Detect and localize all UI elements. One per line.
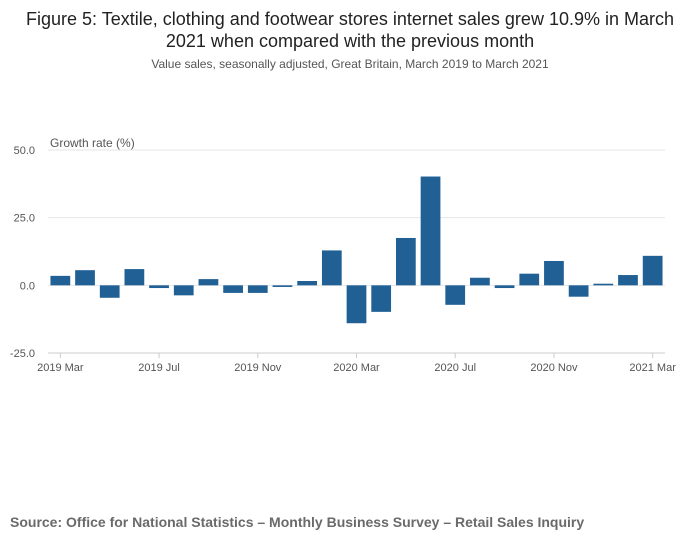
y-axis-ticks: 50.0 25.0 0.0 -25.0 xyxy=(10,145,35,360)
x-tick-label: 2019 Jul xyxy=(138,362,180,374)
bar xyxy=(618,275,638,286)
bars xyxy=(50,176,663,324)
bar xyxy=(297,281,318,286)
y-axis-label: Growth rate (%) xyxy=(50,136,135,150)
bar xyxy=(519,273,540,286)
bar xyxy=(75,270,95,286)
x-tick-label: 2021 Mar xyxy=(629,362,676,374)
bar xyxy=(198,279,219,286)
source-note: Source: Office for National Statistics –… xyxy=(10,514,585,530)
bar xyxy=(544,260,564,286)
bar xyxy=(642,255,663,286)
y-tick-label: 0.0 xyxy=(20,280,35,292)
x-axis: 2019 Mar 2019 Jul 2019 Nov 2020 Mar 2020 Jul… xyxy=(37,352,676,374)
y-tick-label: 25.0 xyxy=(14,213,35,225)
bar xyxy=(445,285,466,305)
x-tick-label: 2020 Mar xyxy=(333,362,380,374)
bar xyxy=(321,250,342,286)
bar xyxy=(593,283,614,286)
bar xyxy=(173,285,194,296)
bar xyxy=(99,285,120,298)
chart-title: Figure 5: Textile, clothing and footwear… xyxy=(26,9,674,51)
bar xyxy=(247,285,268,293)
bar xyxy=(124,269,145,286)
x-tick-label: 2020 Jul xyxy=(434,362,476,374)
bar xyxy=(50,275,71,286)
bar xyxy=(420,176,441,286)
bar xyxy=(470,277,490,286)
y-tick-label: 50.0 xyxy=(14,145,35,157)
bar xyxy=(395,237,416,286)
x-tick-label: 2019 Mar xyxy=(37,362,84,374)
bar xyxy=(149,285,169,289)
gridlines xyxy=(48,149,665,286)
chart-subtitle: Value sales, seasonally adjusted, Great … xyxy=(151,57,549,71)
bar xyxy=(371,285,392,312)
x-tick-label: 2019 Nov xyxy=(234,362,282,374)
bar xyxy=(568,285,589,297)
bar xyxy=(346,285,367,324)
bar xyxy=(272,285,293,287)
bar xyxy=(223,285,243,293)
y-tick-label: -25.0 xyxy=(10,348,35,360)
x-tick-label: 2020 Nov xyxy=(530,362,578,374)
bar xyxy=(494,285,515,289)
